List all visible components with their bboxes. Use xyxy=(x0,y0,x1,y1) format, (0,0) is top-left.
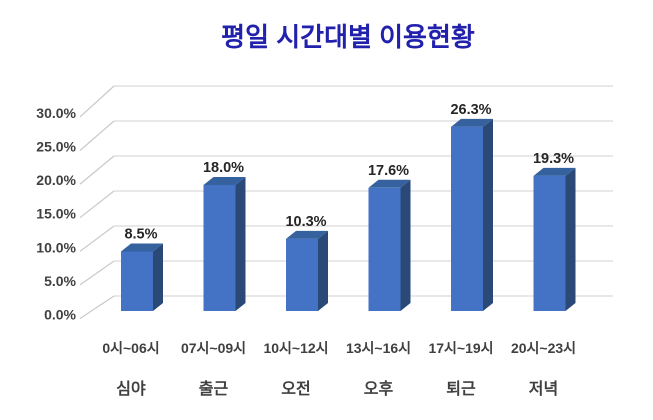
bar-top-face xyxy=(121,243,163,252)
bar-top-face xyxy=(203,177,246,185)
bar xyxy=(368,187,401,311)
y-axis-label: 10.0% xyxy=(36,239,76,255)
x-axis-sublabel: 저녁 xyxy=(529,379,558,398)
bar xyxy=(286,238,318,311)
bar-top-face xyxy=(451,118,493,127)
x-axis-sublabel: 심야 xyxy=(116,380,146,398)
y-axis-label: 5.0% xyxy=(44,273,76,289)
bar-side-face xyxy=(153,243,163,311)
bar xyxy=(451,126,483,312)
y-tick-line xyxy=(79,260,115,286)
x-axis-sublabel: 오전 xyxy=(281,380,310,398)
plot-area: 0.0% 5.0% 10.0% 15.0% 20.0% 25.0% 30.0% 8.5% 0시~… xyxy=(36,85,613,398)
bar-value-label: 26.3% xyxy=(450,102,491,118)
bar-value-label: 17.6% xyxy=(368,163,409,179)
bar-top-face xyxy=(368,179,411,188)
bar-top-face xyxy=(533,167,576,176)
bar-value-label: 18.0% xyxy=(203,160,244,176)
x-axis-label: 07시~09시 xyxy=(181,340,246,356)
y-tick-line xyxy=(79,295,115,320)
y-axis-label: 20.0% xyxy=(36,172,76,188)
bar-side-face xyxy=(483,118,493,312)
chart-title: 평일 시간대별 이용현황 xyxy=(221,22,475,52)
x-axis-sublabel: 출근 xyxy=(199,380,229,398)
x-axis-label: 10시~12시 xyxy=(263,340,328,356)
y-axis-label: 30.0% xyxy=(36,105,76,121)
bar xyxy=(121,251,153,311)
y-axis-label: 0.0% xyxy=(44,307,76,323)
y-tick-line xyxy=(79,155,115,185)
y-axis-label: 15.0% xyxy=(36,206,76,222)
x-axis-label: 20시~23시 xyxy=(511,340,576,356)
y-tick-line xyxy=(79,85,115,118)
bar-side-face xyxy=(318,230,328,311)
x-axis-sublabel: 퇴근 xyxy=(446,380,476,398)
y-axis-label: 25.0% xyxy=(36,139,76,155)
bar-side-face xyxy=(565,167,576,311)
bar-side-face xyxy=(235,177,246,311)
x-axis-label: 17시~19시 xyxy=(428,340,493,356)
bar xyxy=(533,175,566,311)
y-tick-line xyxy=(79,225,115,252)
bar-value-label: 8.5% xyxy=(124,227,157,243)
bar-value-label: 10.3% xyxy=(285,214,326,230)
x-axis-sublabel: 오후 xyxy=(364,379,394,398)
bar-top-face xyxy=(286,230,328,239)
y-tick-line xyxy=(79,190,115,219)
bar-value-label: 19.3% xyxy=(533,151,574,167)
x-axis-label: 0시~06시 xyxy=(102,340,159,356)
bar-side-face xyxy=(400,179,411,311)
y-tick-line xyxy=(79,120,115,151)
bar xyxy=(203,185,236,311)
x-axis-label: 13시~16시 xyxy=(346,340,411,356)
